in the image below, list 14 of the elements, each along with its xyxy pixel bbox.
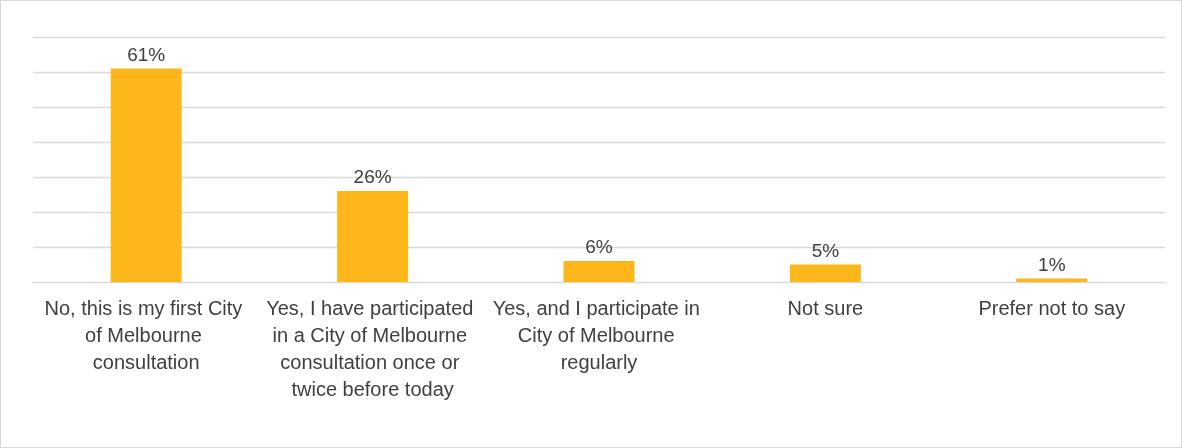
data-label: 5%: [811, 239, 840, 261]
bar: [110, 68, 182, 282]
data-label: 61%: [127, 43, 166, 65]
x-tick-label: Yes, and I participate in City of Melbourne regularly: [492, 296, 706, 373]
data-label: 26%: [353, 166, 392, 187]
bar: [789, 264, 861, 282]
data-label: 1%: [1038, 253, 1066, 275]
bar: [337, 191, 409, 282]
x-tick-label: Not sure: [787, 296, 864, 319]
bar: [563, 261, 635, 282]
data-label: 6%: [585, 236, 613, 257]
x-tick-label: No, this is my first City of Melbourne consultation: [44, 296, 248, 373]
x-tick-label: Prefer not to say: [978, 296, 1126, 319]
x-tick-label: Yes, I have participated in a City of Melbourne consultation once or twice before today: [266, 296, 479, 400]
